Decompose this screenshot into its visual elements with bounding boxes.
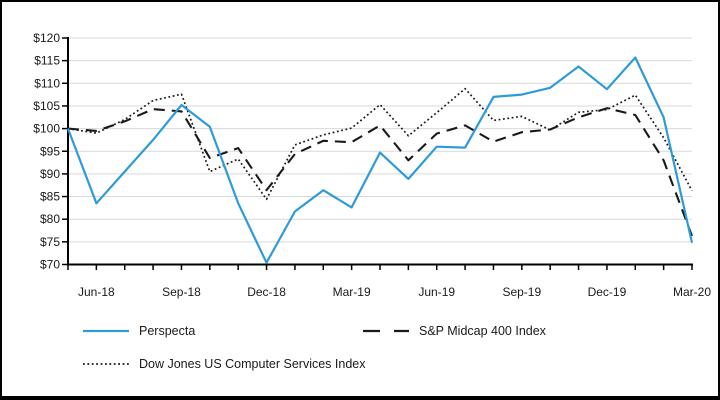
x-axis-label: Sep-18	[162, 285, 201, 299]
y-axis-label: $70	[40, 258, 60, 272]
legend-item-sp-midcap-400: S&P Midcap 400 Index	[362, 323, 546, 339]
y-axis-label: $95	[40, 144, 60, 158]
x-axis-label: Jun-19	[418, 285, 455, 299]
y-axis-label: $90	[40, 167, 60, 181]
sp-midcap-dashed-line-sample-icon	[363, 329, 409, 333]
legend-label-dow-jones-computer-services: Dow Jones US Computer Services Index	[139, 357, 366, 371]
series-line-dow-jones-us-computer-services-index	[67, 87, 693, 201]
dow-jones-dotted-line-sample-icon	[83, 363, 129, 365]
legend-label-perspecta: Perspecta	[139, 324, 196, 338]
legend-item-dow-jones-computer-services: Dow Jones US Computer Services Index	[82, 356, 365, 372]
series-line-perspecta	[66, 56, 694, 264]
x-axis-label: Sep-19	[502, 285, 541, 299]
y-axis-label: $80	[40, 212, 60, 226]
y-axis-label: $100	[33, 122, 60, 136]
x-axis-label: Dec-18	[247, 285, 286, 299]
legend-item-perspecta: Perspecta	[82, 323, 195, 339]
y-axis-label: $75	[40, 235, 60, 249]
x-axis-label: Jun-18	[78, 285, 115, 299]
y-axis-label: $115	[34, 54, 60, 68]
x-axis-label: Mar-19	[333, 285, 371, 299]
y-axis-label: $120	[33, 31, 60, 45]
y-axis-label: $85	[40, 190, 60, 204]
x-axis-label: Dec-19	[588, 285, 627, 299]
legend-label-sp-midcap-400: S&P Midcap 400 Index	[419, 324, 546, 338]
y-axis-label: $105	[33, 99, 60, 113]
perspecta-line-sample-icon	[83, 329, 129, 333]
x-axis-label: Mar-20	[673, 285, 711, 299]
y-axis-label: $110	[34, 76, 60, 90]
series-line-s-p-midcap-400-index	[67, 107, 693, 237]
